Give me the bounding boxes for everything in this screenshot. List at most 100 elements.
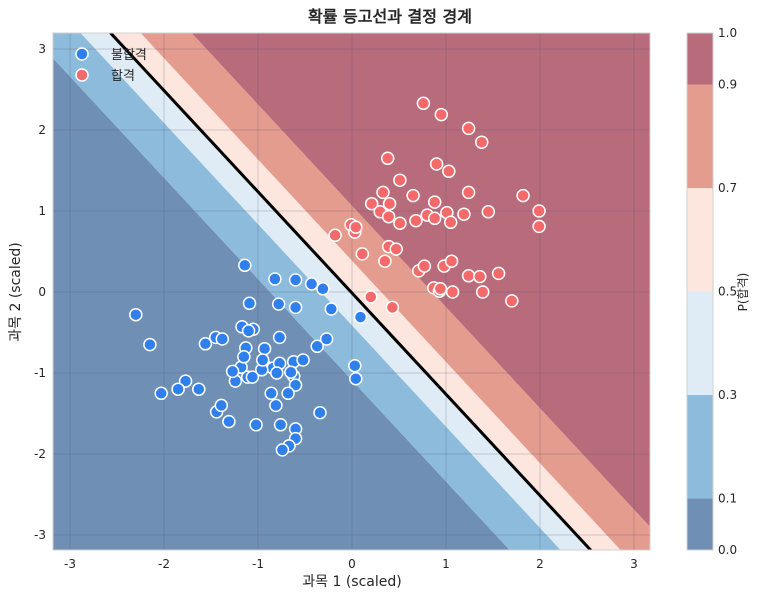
point-fail (275, 443, 290, 457)
y-axis-ticks: -3 -2 -1 0 1 2 3 (34, 42, 46, 542)
point-pass (429, 157, 444, 171)
point-pass (427, 211, 442, 226)
y-tick-label: 0 (38, 285, 46, 299)
point-fail (288, 378, 303, 392)
point-fail (214, 398, 229, 413)
chart-title: 확률 등고선과 결정 경계 (308, 7, 472, 26)
point-pass (532, 204, 546, 218)
colorbar-segment (687, 84, 713, 189)
colorbar: 0.0 0.1 0.3 0.5 0.7 0.9 1.0 (686, 26, 737, 557)
y-axis-label: 과목 2 (scaled) (8, 242, 24, 341)
x-tick-label: 3 (630, 557, 638, 571)
point-fail (215, 332, 230, 346)
colorbar-segment (687, 291, 713, 395)
point-fail (284, 365, 298, 379)
legend-label-fail: 불합격 (111, 48, 147, 63)
legend-marker-pass (75, 68, 89, 82)
colorbar-segment (687, 394, 713, 499)
point-fail (271, 297, 286, 311)
point-fail (348, 358, 362, 373)
colorbar-label: P(합격) (736, 273, 750, 312)
point-fail (353, 310, 368, 324)
point-pass (457, 207, 471, 221)
y-tick-label: 2 (38, 123, 46, 137)
point-fail (143, 337, 157, 352)
point-fail (288, 300, 303, 315)
point-pass (381, 209, 396, 224)
y-tick-label: 3 (38, 42, 46, 56)
point-fail (319, 332, 334, 346)
colorbar-segment (687, 33, 713, 85)
point-fail (178, 374, 193, 388)
point-pass (393, 173, 407, 187)
point-fail (304, 277, 319, 291)
legend-label-pass: 합격 (111, 69, 135, 84)
point-pass (461, 185, 476, 200)
point-pass (445, 285, 460, 299)
x-tick-label: 1 (442, 557, 450, 571)
point-fail (264, 386, 278, 401)
point-fail (310, 339, 324, 354)
point-fail (269, 398, 283, 413)
x-tick-label: 2 (536, 557, 544, 571)
point-pass (409, 213, 423, 228)
point-pass (349, 220, 363, 234)
data-points (129, 96, 546, 457)
point-fail (316, 282, 330, 296)
point-pass (434, 107, 449, 122)
x-axis-label: 과목 1 (scaled) (302, 574, 401, 590)
point-pass (427, 195, 442, 209)
colorbar-tick-label: 0.3 (718, 388, 737, 402)
point-fail (272, 330, 287, 345)
point-fail (171, 382, 185, 396)
legend-marker-fail (75, 47, 89, 61)
plot-frame (52, 32, 651, 551)
point-pass (380, 151, 395, 166)
point-pass (385, 300, 400, 315)
point-pass (443, 215, 458, 230)
legend: 불합격 합격 (75, 47, 147, 84)
point-pass (393, 216, 407, 230)
point-fail (255, 353, 270, 367)
point-fail (268, 272, 282, 286)
point-fail (242, 296, 257, 311)
point-pass (406, 188, 420, 203)
colorbar-tick-label: 0.9 (718, 78, 737, 92)
x-tick-label: -1 (252, 557, 264, 571)
y-tick-label: -2 (34, 447, 46, 461)
point-pass (376, 185, 390, 200)
colorbar-tick-label: 0.7 (718, 181, 737, 195)
point-pass (364, 290, 378, 304)
point-pass (491, 266, 506, 281)
colorbar-tick-label: 0.1 (718, 491, 737, 505)
point-pass (461, 121, 476, 136)
point-fail (273, 418, 288, 432)
decision-boundary-line (109, 33, 593, 550)
colorbar-frame (686, 32, 714, 551)
point-pass (433, 282, 448, 296)
point-fail (198, 337, 213, 351)
point-fail (245, 370, 260, 384)
point-fail (349, 371, 363, 386)
point-fail (222, 414, 236, 429)
x-tick-label: -2 (158, 557, 170, 571)
point-fail (154, 386, 168, 401)
y-tick-label: -1 (34, 366, 46, 380)
point-fail (192, 382, 206, 396)
point-pass (516, 188, 530, 203)
point-pass (417, 259, 432, 273)
point-fail (296, 353, 310, 367)
point-fail (313, 405, 327, 420)
x-tick-label: -3 (64, 557, 76, 571)
point-pass (481, 205, 496, 219)
point-fail (249, 418, 263, 432)
colorbar-segment (687, 498, 713, 550)
point-pass (532, 219, 546, 234)
point-fail (270, 366, 284, 380)
